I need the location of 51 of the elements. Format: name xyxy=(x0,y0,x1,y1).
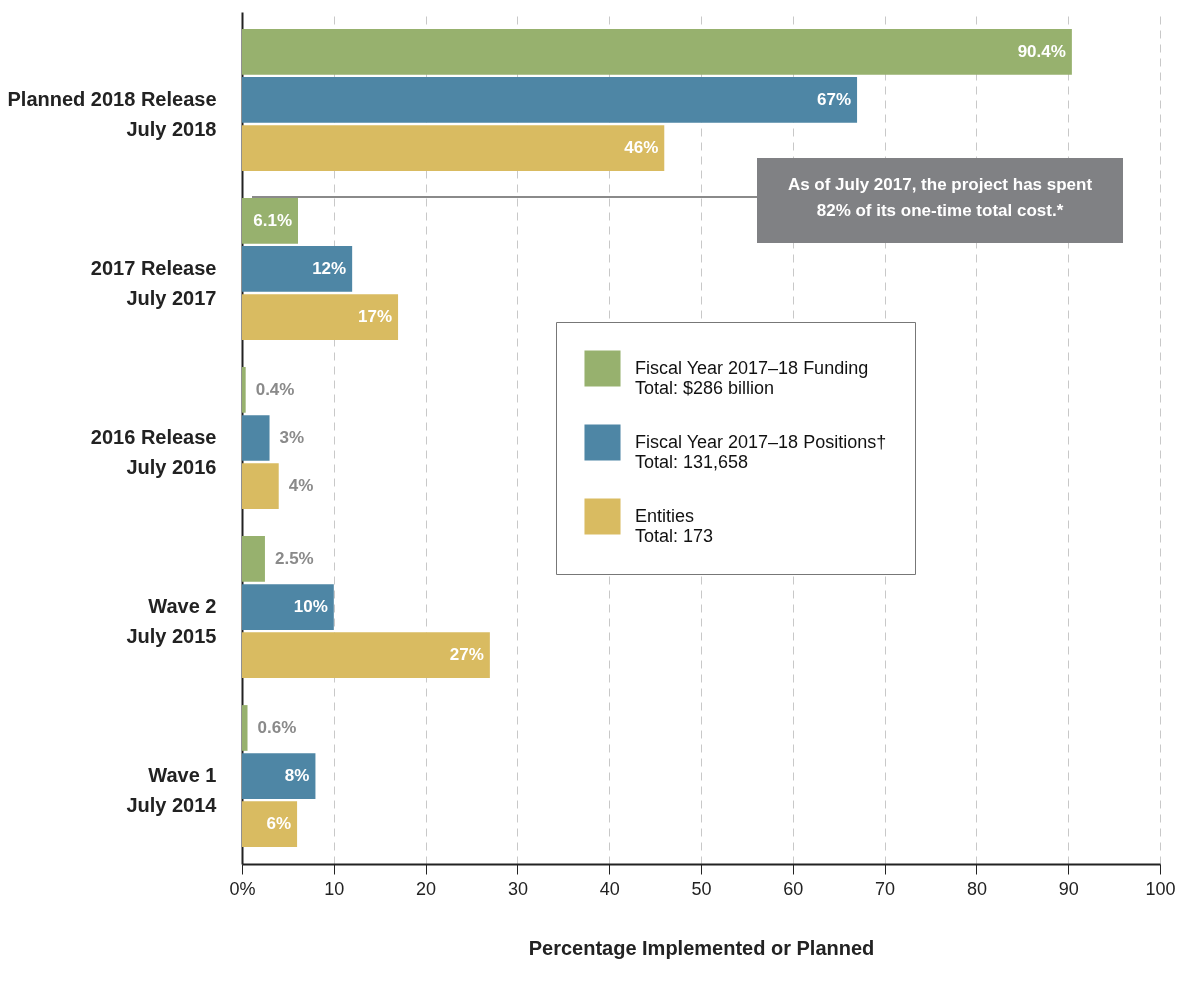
data-label: 10% xyxy=(293,597,328,617)
x-tick-label: 40 xyxy=(599,878,620,899)
bar xyxy=(242,367,246,413)
x-tick-label: 10 xyxy=(324,878,345,899)
data-label: 0.4% xyxy=(255,379,295,399)
data-label: 6.1% xyxy=(253,210,292,230)
y-tick-label: Wave 2 July 2015 xyxy=(126,595,217,648)
data-label: 17% xyxy=(358,307,393,327)
y-tick-label: Planned 2018 Release July 2018 xyxy=(7,87,217,140)
bar xyxy=(242,705,248,751)
x-tick-label: 90 xyxy=(1058,878,1079,899)
bar xyxy=(242,125,665,171)
x-tick-label: 60 xyxy=(783,878,804,899)
data-label: 8% xyxy=(284,766,310,786)
bar xyxy=(242,197,298,244)
y-tick-label: 2016 Release July 2016 xyxy=(90,426,217,478)
annotation: As of July 2017, the project has spent 82% of its one-time total cost.* xyxy=(786,174,1094,223)
x-axis-title: Percentage Implemented or Planned xyxy=(528,936,875,959)
bar xyxy=(242,584,334,630)
x-tick-label: 70 xyxy=(875,878,896,899)
data-label: 6% xyxy=(266,814,292,834)
bar xyxy=(242,753,316,799)
x-tick-label: 30 xyxy=(507,878,528,899)
x-tick-label: 80 xyxy=(966,878,987,899)
bar xyxy=(242,294,399,340)
bar xyxy=(242,77,858,123)
legend-label: Fiscal Year 2017–18 Funding Total: $286 billion xyxy=(635,357,869,398)
x-tick-label: 0% xyxy=(229,878,256,899)
bar xyxy=(242,246,353,292)
x-tick-label: 100 xyxy=(1145,878,1176,899)
data-label: 27% xyxy=(449,645,484,665)
bar xyxy=(242,632,490,679)
bar xyxy=(242,415,270,461)
bar xyxy=(242,28,1072,75)
data-label: 3% xyxy=(279,428,305,447)
x-tick-label: 20 xyxy=(416,878,437,899)
data-label: 4% xyxy=(288,476,314,496)
x-tick-label: 50 xyxy=(691,878,712,899)
data-label: 0.6% xyxy=(257,717,297,737)
bar xyxy=(242,536,265,582)
y-tick-label: 2017 Release July 2017 xyxy=(90,256,217,309)
bar xyxy=(242,463,279,509)
data-label: 12% xyxy=(312,258,347,278)
data-label: 46% xyxy=(624,138,659,158)
bar xyxy=(242,801,298,848)
legend-label: Fiscal Year 2017–18 Positions† Total: 131,658 xyxy=(635,431,887,472)
data-label: 90.4% xyxy=(1017,41,1066,61)
data-label: 2.5% xyxy=(274,548,314,568)
data-label: 67% xyxy=(817,89,852,109)
y-tick-label: Wave 1 July 2014 xyxy=(126,764,218,817)
legend-label: Entities Total: 173 xyxy=(635,505,714,546)
